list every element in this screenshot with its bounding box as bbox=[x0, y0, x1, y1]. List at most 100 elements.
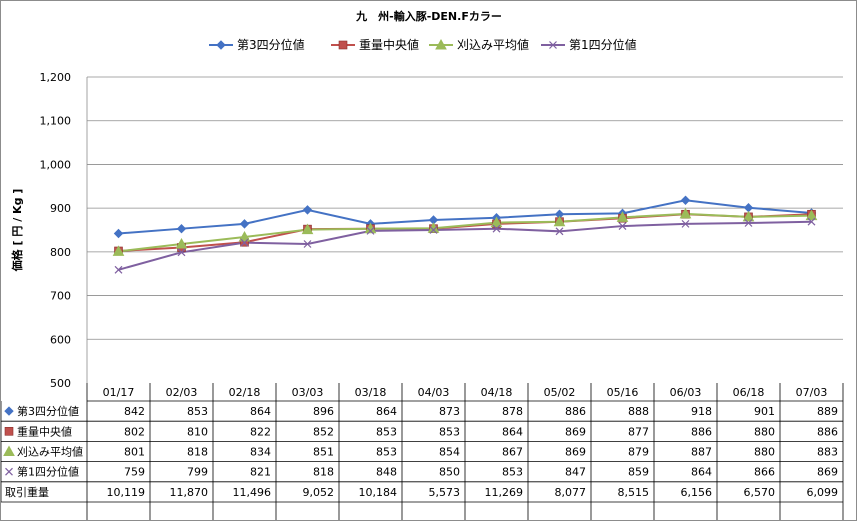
data-label: 853 bbox=[376, 446, 397, 459]
data-point bbox=[616, 211, 629, 222]
y-tick-label: 500 bbox=[50, 377, 71, 390]
legend-marker bbox=[435, 38, 447, 50]
row-label: 重量中央値 bbox=[17, 424, 72, 438]
x-tick-label: 05/16 bbox=[607, 386, 639, 399]
data-point bbox=[303, 240, 312, 248]
data-label: 854 bbox=[439, 446, 460, 459]
legend-marker bbox=[216, 40, 226, 50]
legend-entry: 刈込み平均値 bbox=[457, 37, 529, 52]
data-point bbox=[805, 209, 818, 221]
data-label: 8,077 bbox=[555, 486, 587, 499]
data-point bbox=[742, 210, 755, 222]
data-label: 886 bbox=[817, 425, 838, 438]
data-label: 873 bbox=[439, 405, 460, 418]
x-tick-label: 04/03 bbox=[418, 386, 450, 399]
data-label: 867 bbox=[502, 446, 523, 459]
data-label: 880 bbox=[754, 446, 775, 459]
data-point bbox=[618, 222, 627, 230]
data-label: 918 bbox=[691, 405, 712, 418]
data-point bbox=[807, 217, 816, 226]
data-point bbox=[301, 223, 314, 235]
y-tick-label: 1,000 bbox=[40, 158, 72, 171]
data-label: 887 bbox=[691, 446, 712, 459]
data-label: 9,052 bbox=[303, 486, 335, 499]
row-label: 第1四分位値 bbox=[17, 465, 79, 479]
data-point bbox=[175, 237, 188, 249]
data-point bbox=[555, 227, 564, 236]
data-point bbox=[492, 224, 501, 233]
data-label: 6,099 bbox=[807, 486, 839, 499]
data-point bbox=[240, 238, 249, 247]
plot-area bbox=[112, 195, 818, 274]
data-point bbox=[112, 245, 125, 256]
data-label: 10,184 bbox=[359, 486, 398, 499]
data-label: 869 bbox=[565, 425, 586, 438]
data-label: 880 bbox=[754, 425, 775, 438]
data-label: 896 bbox=[313, 405, 334, 418]
series-line bbox=[118, 199, 812, 235]
row-legend-marker bbox=[3, 445, 15, 456]
x-tick-label: 03/18 bbox=[355, 386, 387, 399]
data-label: 859 bbox=[628, 466, 649, 479]
data-label: 11,269 bbox=[485, 486, 524, 499]
data-label: 818 bbox=[187, 446, 208, 459]
row-legend-marker bbox=[4, 406, 14, 416]
data-label: 850 bbox=[439, 466, 460, 479]
x-tick-label: 05/02 bbox=[544, 386, 576, 399]
row-label: 取引重量 bbox=[5, 485, 49, 499]
data-point bbox=[176, 223, 187, 234]
data-label: 878 bbox=[502, 405, 523, 418]
y-axis-label: 価格 [ 円 / Kg ] bbox=[10, 189, 24, 273]
data-label: 842 bbox=[124, 405, 145, 418]
data-point bbox=[302, 205, 313, 215]
legend-marker bbox=[549, 41, 557, 49]
data-label: 901 bbox=[754, 405, 775, 418]
data-point bbox=[490, 216, 503, 228]
data-label: 853 bbox=[187, 405, 208, 418]
x-tick-label: 06/18 bbox=[733, 386, 765, 399]
data-label: 889 bbox=[817, 405, 838, 418]
data-point bbox=[239, 219, 250, 229]
x-tick-label: 01/17 bbox=[103, 386, 135, 399]
data-point bbox=[366, 226, 375, 235]
data-label: 801 bbox=[124, 446, 145, 459]
data-label: 864 bbox=[691, 466, 712, 479]
data-label: 799 bbox=[187, 466, 208, 479]
data-label: 853 bbox=[502, 466, 523, 479]
data-label: 8,515 bbox=[618, 486, 650, 499]
data-point bbox=[238, 230, 251, 242]
data-point bbox=[680, 195, 691, 205]
y-tick-label: 800 bbox=[50, 246, 71, 259]
data-label: 864 bbox=[250, 405, 271, 418]
data-point bbox=[113, 228, 124, 239]
data-label: 852 bbox=[313, 425, 334, 438]
data-label: 883 bbox=[817, 446, 838, 459]
data-label: 853 bbox=[376, 425, 397, 438]
data-label: 818 bbox=[313, 466, 334, 479]
legend: 第3四分位値 重量中央値 刈込み平均値 第1四分位値 bbox=[209, 37, 637, 52]
y-tick-label: 1,200 bbox=[40, 71, 72, 84]
y-tick-label: 1,100 bbox=[40, 115, 72, 128]
data-label: 802 bbox=[124, 425, 145, 438]
chart-title: 九 州-輸入豚-DEN.Fカラー bbox=[355, 9, 502, 23]
row-label: 第3四分位値 bbox=[17, 404, 79, 418]
data-label: 869 bbox=[565, 446, 586, 459]
y-tick-label: 600 bbox=[50, 333, 71, 346]
legend-entry: 第1四分位値 bbox=[569, 37, 637, 52]
y-tick-label: 700 bbox=[50, 290, 71, 303]
legend-entry: 第3四分位値 bbox=[237, 37, 305, 52]
data-label: 847 bbox=[565, 466, 586, 479]
data-label: 6,156 bbox=[681, 486, 713, 499]
data-label: 853 bbox=[439, 425, 460, 438]
data-label: 834 bbox=[250, 446, 271, 459]
legend-entry: 重量中央値 bbox=[359, 37, 419, 52]
data-label: 869 bbox=[817, 466, 838, 479]
data-table: 01/17 02/03 02/18 03/03 03/18 04/03 04/18 05/02… bbox=[1, 383, 844, 520]
x-tick-label: 04/18 bbox=[481, 386, 513, 399]
series-line bbox=[118, 220, 812, 271]
data-label: 759 bbox=[124, 466, 145, 479]
data-label: 877 bbox=[628, 425, 649, 438]
data-point bbox=[114, 265, 123, 274]
